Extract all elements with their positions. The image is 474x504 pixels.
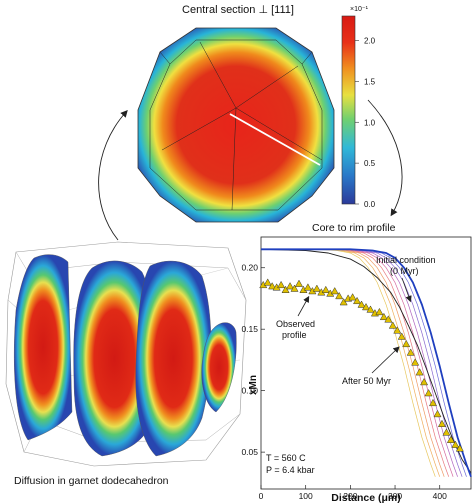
slab-2 bbox=[73, 260, 156, 457]
annotation-observed-line1: Observed bbox=[276, 319, 315, 329]
x-tick-label: 0 bbox=[259, 491, 264, 501]
observed-point bbox=[384, 315, 393, 323]
observed-point bbox=[446, 435, 455, 443]
observed-point bbox=[277, 280, 286, 289]
observed-point bbox=[281, 285, 290, 293]
observed-point bbox=[268, 282, 277, 290]
slab-1 bbox=[14, 254, 73, 441]
observed-point bbox=[290, 284, 299, 292]
colorbar-tick-label: 1.0 bbox=[364, 118, 376, 127]
observed-point bbox=[411, 358, 420, 366]
colorbar: ×10⁻¹ 2.0 1.5 1.0 0.5 0.0 bbox=[341, 6, 376, 209]
colorbar-tick-label: 1.5 bbox=[364, 77, 376, 86]
observed-point bbox=[379, 312, 388, 321]
observed-point bbox=[415, 368, 424, 376]
colorbar-tick-label: 0.5 bbox=[364, 159, 376, 168]
observed-point bbox=[286, 282, 295, 290]
observed-point bbox=[428, 398, 438, 407]
observed-point bbox=[420, 377, 429, 386]
observed-point bbox=[388, 321, 397, 329]
y-tick-label: 0.20 bbox=[241, 263, 258, 273]
section-title: Central section ⊥ [111] bbox=[182, 4, 294, 16]
x-tick-label: 400 bbox=[433, 491, 447, 501]
x-tick-label: 100 bbox=[299, 491, 313, 501]
observed-point bbox=[312, 284, 321, 292]
observed-point bbox=[397, 332, 406, 340]
observed-point bbox=[348, 293, 357, 301]
observed-point bbox=[442, 428, 451, 436]
observed-point bbox=[366, 305, 375, 313]
block-caption: Diffusion in garnet dodecahedron bbox=[14, 475, 169, 487]
observed-point bbox=[393, 326, 402, 334]
profile-title: Core to rim profile bbox=[312, 222, 396, 234]
observed-point bbox=[406, 348, 415, 356]
observed-point bbox=[353, 296, 362, 305]
observed-point bbox=[424, 389, 433, 397]
observed-point bbox=[335, 291, 344, 300]
dodecahedron-block bbox=[5, 241, 247, 467]
slab-3 bbox=[135, 260, 212, 457]
y-tick-label: 0.15 bbox=[241, 324, 258, 334]
observed-point bbox=[357, 300, 366, 308]
observed-point bbox=[330, 286, 339, 295]
hexagon-section bbox=[137, 27, 335, 223]
observed-point bbox=[321, 285, 330, 293]
final-curve bbox=[260, 248, 472, 474]
x-tick-label: 200 bbox=[343, 491, 357, 501]
observed-point bbox=[303, 283, 312, 291]
slab-4 bbox=[201, 322, 237, 413]
observed-point bbox=[339, 298, 348, 306]
x-tick-label: 300 bbox=[388, 491, 402, 501]
arrow-up-left bbox=[98, 109, 128, 241]
observed-point bbox=[361, 302, 371, 311]
annotation-after-pointer bbox=[371, 346, 400, 374]
x-axis-label: Distance (μm) bbox=[331, 492, 400, 504]
observed-point bbox=[402, 339, 411, 348]
observed-point bbox=[294, 279, 304, 287]
annotation-observed-pointer bbox=[297, 295, 310, 317]
annotation-pressure: P = 6.4 kbar bbox=[266, 465, 315, 475]
observed-point bbox=[263, 278, 272, 286]
profile-chart: 0 100 200 300 400 0.20 0.15 0.10 0.05 bbox=[241, 236, 472, 501]
annotation-temperature: T = 560 C bbox=[266, 453, 306, 463]
observed-point bbox=[451, 440, 460, 448]
observed-point bbox=[375, 307, 384, 316]
annotation-initial-pointer bbox=[401, 277, 412, 303]
y-axis-label: xMn bbox=[248, 375, 259, 395]
profile-traverse-line bbox=[229, 113, 321, 166]
annotation-initial-line1: Initial condition bbox=[376, 255, 436, 265]
observed-point bbox=[455, 444, 464, 452]
annotation-after: After 50 Myr bbox=[342, 376, 391, 386]
initial-condition-curve bbox=[261, 248, 472, 478]
annotation-initial-line2: (0 Myr) bbox=[390, 266, 419, 276]
observed-point bbox=[433, 409, 442, 418]
arrow-down-right bbox=[367, 99, 403, 217]
colorbar-exponent: ×10⁻¹ bbox=[350, 6, 369, 13]
y-tick-label: 0.10 bbox=[241, 386, 258, 396]
annotation-observed-line2: profile bbox=[282, 330, 307, 340]
observed-point bbox=[437, 419, 446, 427]
y-tick-label: 0.05 bbox=[241, 447, 258, 457]
colorbar-tick-label: 0.0 bbox=[364, 200, 376, 209]
plot-frame bbox=[260, 236, 472, 490]
colorbar-tick-label: 2.0 bbox=[364, 37, 376, 46]
